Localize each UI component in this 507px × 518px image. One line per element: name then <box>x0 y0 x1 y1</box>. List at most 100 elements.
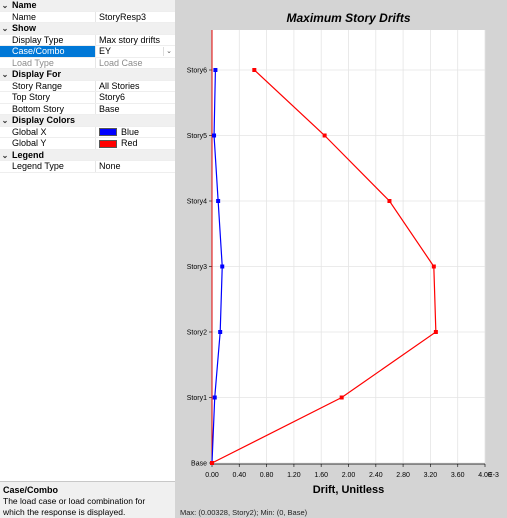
x-axis-label: Drift, Unitless <box>313 484 385 496</box>
chevron-down-icon[interactable]: ⌄ <box>1 70 9 79</box>
property-name: Global Y <box>0 138 96 149</box>
chevron-down-icon[interactable]: ⌄ <box>163 47 174 56</box>
section-label: Legend <box>12 149 45 160</box>
data-point <box>252 68 257 72</box>
help-text-line: which the response is displayed. <box>3 507 126 517</box>
section-label: Display Colors <box>12 115 76 125</box>
property-value-text: Base <box>99 103 120 114</box>
property-value[interactable]: EY ⌄ <box>96 46 175 57</box>
x-tick-label: 0.00 <box>205 472 219 479</box>
property-value-text: None <box>99 161 121 171</box>
chevron-down-icon[interactable]: ⌄ <box>1 24 9 33</box>
section-label: Show <box>12 23 36 33</box>
property-row[interactable]: Display Type Max story drifts <box>0 34 175 46</box>
x-tick-label: 0.80 <box>260 472 274 479</box>
property-value-text: EY <box>99 46 112 56</box>
data-point <box>213 68 218 72</box>
property-value[interactable]: Blue <box>96 127 175 138</box>
data-point <box>387 199 392 203</box>
property-value[interactable]: Base <box>96 104 175 115</box>
data-point <box>218 330 223 334</box>
x-tick-label: 2.00 <box>342 472 356 479</box>
status-bar-text: Max: (0.00328, Story2); Min: (0, Base) <box>180 508 308 517</box>
data-point <box>212 395 217 400</box>
property-name: Top Story <box>0 92 96 103</box>
property-row[interactable]: Global X Blue <box>0 126 175 138</box>
x-tick-label: 1.20 <box>287 472 301 479</box>
property-name: Bottom Story <box>0 103 96 114</box>
property-row[interactable]: Top Story Story6 <box>0 92 175 104</box>
x-tick-label: 4.00 <box>478 472 492 479</box>
y-tick-label: Story5 <box>187 133 207 140</box>
properties-panel: ⌄ Name Name StoryResp3 ⌄ Show Display Type Max … <box>0 0 176 518</box>
property-value[interactable]: Red <box>96 138 175 149</box>
section-label: Display For <box>12 69 62 79</box>
section-header[interactable]: ⌄ Display Colors <box>0 115 175 127</box>
property-name: Legend Type <box>0 161 96 172</box>
y-tick-label: Base <box>191 461 207 468</box>
property-value-text: Blue <box>121 126 140 137</box>
property-value-text: Story6 <box>99 92 126 102</box>
x-multiplier-label: E-3 <box>488 472 499 479</box>
y-tick-label: Story2 <box>187 330 207 337</box>
section-header[interactable]: ⌄ Show <box>0 23 175 35</box>
help-text: The load case or load combination for wh… <box>3 496 172 518</box>
section-header[interactable]: ⌄ Name <box>0 0 175 12</box>
property-value-text: StoryResp3 <box>99 11 147 22</box>
x-tick-label: 3.20 <box>424 472 438 479</box>
y-tick-label: Story4 <box>187 199 207 206</box>
property-name: Display Type <box>0 34 96 45</box>
property-value[interactable]: Max story drifts <box>96 35 175 46</box>
property-name: Global X <box>0 126 96 137</box>
property-value[interactable]: StoryResp3 <box>96 12 175 23</box>
section-header[interactable]: ⌄ Display For <box>0 69 175 81</box>
data-point <box>210 461 214 465</box>
story-drift-chart: 0.00 0.40 0.80 1.20 1.60 2.00 2.40 2.80 3.20 3.60… <box>175 0 507 518</box>
property-name: Story Range <box>0 80 96 91</box>
x-tick-label: 2.80 <box>396 472 410 479</box>
data-point <box>339 395 344 400</box>
data-point <box>216 199 221 203</box>
y-tick-label: Story6 <box>187 68 207 75</box>
section-header[interactable]: ⌄ Legend <box>0 149 175 161</box>
property-value-text: Red <box>121 138 138 148</box>
help-text-line: The load case or load combination for <box>3 496 146 506</box>
property-value[interactable]: Story6 <box>96 92 175 103</box>
property-row[interactable]: Case/Combo EY ⌄ <box>0 46 175 58</box>
property-row[interactable]: Legend Type None <box>0 161 175 173</box>
property-value[interactable]: None <box>96 161 175 172</box>
help-panel: Case/Combo The load case or load combina… <box>0 481 175 518</box>
section-label: Name <box>12 0 37 10</box>
property-name: Load Type <box>0 57 96 68</box>
color-swatch[interactable] <box>99 139 117 148</box>
color-swatch[interactable] <box>99 128 117 137</box>
data-point <box>431 264 436 269</box>
property-row[interactable]: Story Range All Stories <box>0 80 175 92</box>
data-point <box>433 330 438 334</box>
property-name: Name <box>0 11 96 22</box>
chevron-down-icon[interactable]: ⌄ <box>1 116 9 125</box>
property-row: Load Type Load Case <box>0 57 175 69</box>
property-value-text: All Stories <box>99 80 140 91</box>
property-name: Case/Combo <box>0 46 96 57</box>
data-point <box>212 133 217 138</box>
data-point <box>322 133 327 138</box>
chart-title: Maximum Story Drifts <box>286 11 410 25</box>
property-value-text: Max story drifts <box>99 34 161 45</box>
data-point <box>220 264 225 269</box>
property-value[interactable]: All Stories <box>96 81 175 92</box>
y-tick-label: Story1 <box>187 395 207 402</box>
x-tick-label: 2.40 <box>369 472 383 479</box>
x-tick-label: 3.60 <box>451 472 465 479</box>
property-row[interactable]: Global Y Red <box>0 138 175 150</box>
property-grid: ⌄ Name Name StoryResp3 ⌄ Show Display Type Max … <box>0 0 175 173</box>
property-value: Load Case <box>96 58 175 69</box>
help-title: Case/Combo <box>3 485 59 495</box>
x-tick-label: 0.40 <box>232 472 246 479</box>
property-row[interactable]: Name StoryResp3 <box>0 11 175 23</box>
x-tick-label: 1.60 <box>314 472 328 479</box>
chevron-down-icon[interactable]: ⌄ <box>1 1 9 10</box>
property-value-text: Load Case <box>99 57 143 68</box>
chevron-down-icon[interactable]: ⌄ <box>1 150 9 160</box>
property-row[interactable]: Bottom Story Base <box>0 103 175 115</box>
